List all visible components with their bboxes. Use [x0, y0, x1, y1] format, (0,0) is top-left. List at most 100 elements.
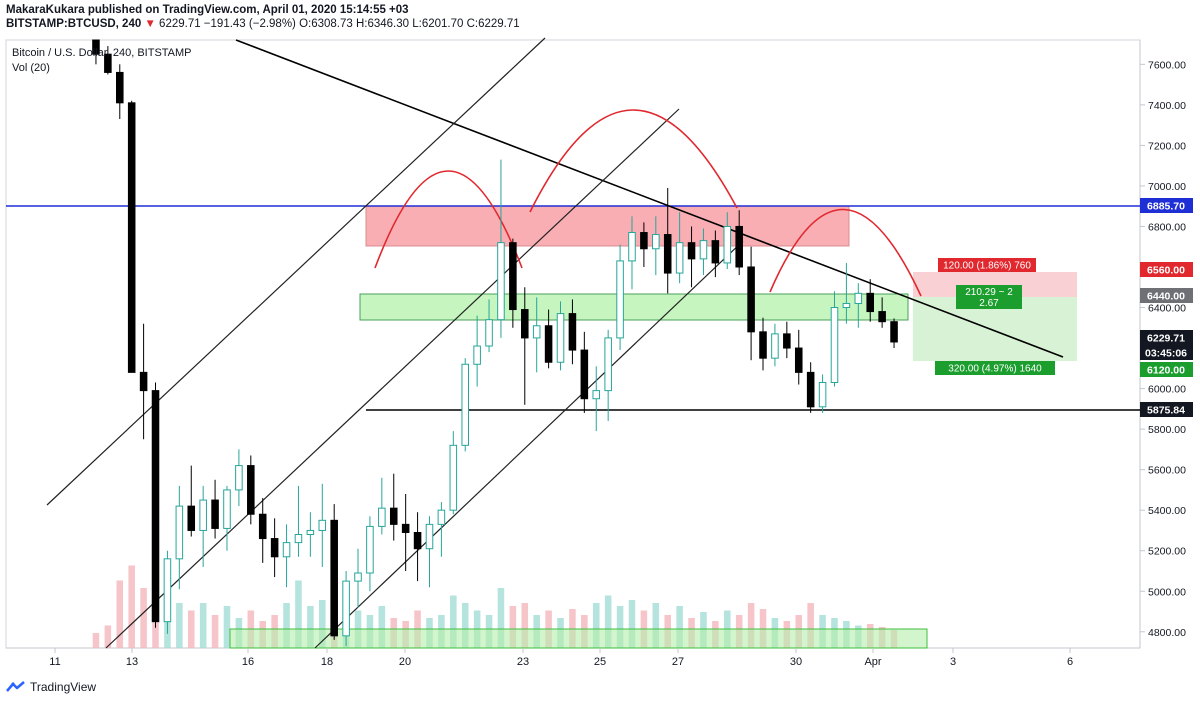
time-tick-label: 6 [1067, 656, 1073, 668]
time-tick-label: 20 [399, 656, 411, 668]
price-tick-label: 7000.00 [1148, 181, 1186, 193]
volume-bar [604, 595, 612, 648]
volume-bar [92, 633, 100, 648]
volume-bar [176, 603, 183, 648]
candle-down [568, 313, 577, 351]
candle-up [818, 382, 827, 408]
target-label-box [935, 361, 1055, 375]
candle-up [628, 232, 636, 262]
arc-1 [374, 170, 523, 269]
volume-bar [676, 606, 683, 648]
candle-up [425, 523, 434, 550]
price-label-box [1140, 402, 1193, 417]
down-arrow-icon: ▼ [144, 18, 156, 30]
candle-down [747, 266, 755, 333]
volume-zone-box [229, 628, 928, 649]
time-tick-label: 30 [790, 656, 802, 668]
brand-name[interactable]: TradingView [30, 680, 97, 694]
volume-bar [187, 610, 195, 648]
stop-label-box [938, 258, 1036, 272]
ratio-label-1: 210.29 ~ 2 [965, 287, 1013, 298]
stop-label: 120.00 (1.86%) 760 [943, 261, 1031, 272]
price-label: 03:45:06 [1145, 348, 1187, 360]
price-tick-label: 7400.00 [1148, 100, 1186, 112]
candle-down [116, 71, 124, 104]
volume-bar [128, 565, 135, 648]
price-labels: 6885.70 6560.00 6440.00 6229.71 03:45:06 6120… [1140, 198, 1193, 417]
price-label-box [1140, 330, 1193, 345]
price-tick-label: 6000.00 [1148, 384, 1186, 396]
arc-3 [769, 208, 922, 297]
candle-down [139, 371, 148, 392]
candle-down [890, 321, 898, 343]
candle-down [187, 505, 196, 531]
candle-up [604, 337, 612, 392]
price-label-box [1140, 345, 1193, 360]
candle-down [401, 523, 410, 533]
volume-bar [521, 603, 529, 648]
price-label-box [1140, 362, 1193, 377]
tradingview-logo-icon[interactable] [6, 681, 26, 693]
candle-up [771, 333, 779, 359]
ratio-label-box [956, 285, 1022, 309]
chart-header: MakaraKukara published on TradingView.co… [6, 3, 520, 31]
chart-title: Bitcoin / U.S. Dollar, 240, BITSTAMP [12, 47, 192, 59]
candle-up [175, 505, 184, 560]
channel-line-lower [314, 240, 744, 649]
candle-down [413, 531, 422, 550]
price-label: 6229.71 [1147, 333, 1185, 345]
price-label: 6440.00 [1147, 291, 1185, 303]
volume-bar [116, 580, 124, 648]
candle-up [854, 292, 863, 304]
volume-bar [223, 606, 231, 648]
candle-up [437, 509, 446, 525]
candle-up [163, 558, 172, 623]
price-label-box [1140, 288, 1193, 303]
symbol-label[interactable]: BITSTAMP:BTCUSD, 240 [6, 18, 142, 30]
candle-up [449, 444, 458, 511]
time-tick-label: 3 [950, 656, 956, 668]
volume-bar [283, 603, 290, 648]
candle-up [652, 234, 660, 250]
volume-bar [628, 600, 636, 648]
footer: TradingView [6, 680, 96, 694]
time-axis[interactable]: 11 13 16 18 20 23 25 27 30 Apr 3 6 [49, 648, 1073, 668]
candle-down [151, 390, 160, 623]
channel-line-middle [105, 108, 680, 649]
candle-down [794, 347, 803, 373]
volume-bar [747, 603, 755, 648]
volume-bar [378, 606, 386, 648]
volume-bar [807, 603, 814, 648]
candle-down [711, 240, 720, 264]
candle-down [783, 333, 791, 349]
volume-bar [497, 588, 505, 648]
candle-up [342, 580, 350, 637]
price-tick-label: 5800.00 [1148, 424, 1186, 436]
candle-up [556, 313, 565, 363]
price-tick-label: 7200.00 [1148, 140, 1186, 152]
candle-down [759, 331, 767, 359]
candle-down [521, 309, 529, 339]
candle-up [235, 465, 243, 491]
volume-bar [616, 606, 624, 648]
candle-down [104, 53, 112, 73]
price-tick-label: 5600.00 [1148, 465, 1186, 477]
candle-down [640, 232, 648, 250]
candle-up [282, 542, 291, 558]
candle-down [389, 507, 398, 525]
candle-down [92, 39, 100, 55]
price-label: 6120.00 [1147, 365, 1185, 377]
time-tick-label: Apr [864, 656, 881, 668]
trend-lines [6, 37, 1140, 649]
candle-up [318, 519, 327, 531]
candle-up [830, 307, 839, 384]
candle-up [699, 240, 708, 260]
price-tick-label: 6400.00 [1148, 303, 1186, 315]
price-label-box [1140, 262, 1193, 277]
volume-bar [319, 600, 326, 648]
candle-up [354, 572, 362, 582]
candle-down [247, 465, 255, 515]
price-tick-label: 6800.00 [1148, 221, 1186, 233]
candle-up [485, 319, 493, 347]
